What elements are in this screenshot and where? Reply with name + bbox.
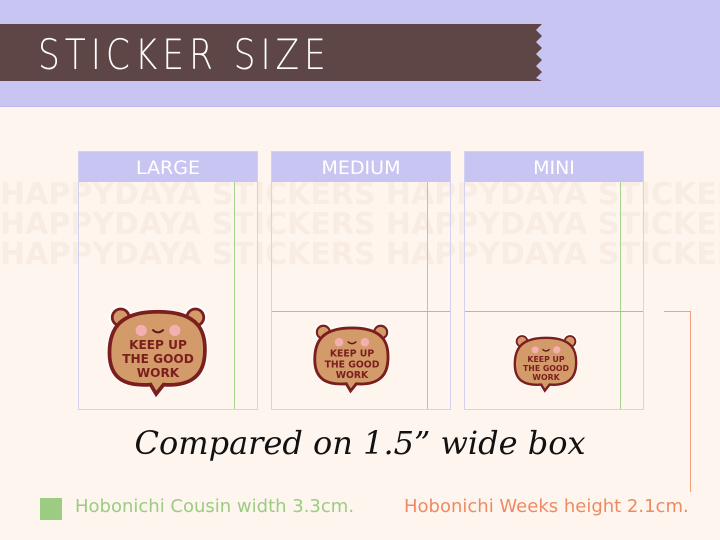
watermark: HAPPYDAYA STICKERS HAPPYDAYA STICKERS HA… [0,180,720,270]
size-label: LARGE [79,152,257,182]
sticker-text: WORK [532,373,560,382]
cousin-width-line [234,182,235,409]
weeks-height-bracket [664,311,691,492]
size-label: MINI [465,152,643,182]
watermark-line: HAPPYDAYA STICKERS HAPPYDAYA STICKERS HA… [0,180,720,212]
sticker-text: THE GOOD [523,364,570,373]
watermark-line: HAPPYDAYA STICKERS HAPPYDAYA STICKERS HA… [0,207,720,242]
size-box-medium: MEDIUM [271,151,451,410]
sticker-text: KEEP UP [527,355,564,364]
cousin-width-line [427,182,428,409]
sticker-text: KEEP UP [330,349,375,360]
size-label: MEDIUM [272,152,450,182]
legend-weeks: Hobonichi Weeks height 2.1cm. [404,496,689,517]
sticker-text: THE GOOD [122,352,194,366]
green-legend-swatch [40,498,62,520]
sticker-text: KEEP UP [129,338,187,352]
cousin-width-line [620,182,621,409]
sticker-large: KEEP UP THE GOOD WORK [102,304,214,399]
watermark-line: HAPPYDAYA STICKERS HAPPYDAYA STICKERS HA… [0,237,720,270]
title-banner: STICKER SIZE CHART [0,24,542,81]
caption: Compared on 1.5” wide box [134,424,586,462]
page-title: STICKER SIZE CHART [38,30,331,81]
size-box-large: LARGE [78,151,258,410]
sticker-medium: KEEP UP THE GOOD WORK [309,322,395,395]
sticker-text: WORK [336,370,369,381]
sticker-mini: KEEP UP THE GOOD WORK [510,333,582,394]
size-box-mini: MINI [464,151,644,410]
legend-cousin: Hobonichi Cousin width 3.3cm. [75,496,355,517]
sticker-text: WORK [137,366,180,380]
weeks-height-line [272,311,450,312]
sticker-text: THE GOOD [325,359,380,370]
weeks-height-line [465,311,643,312]
